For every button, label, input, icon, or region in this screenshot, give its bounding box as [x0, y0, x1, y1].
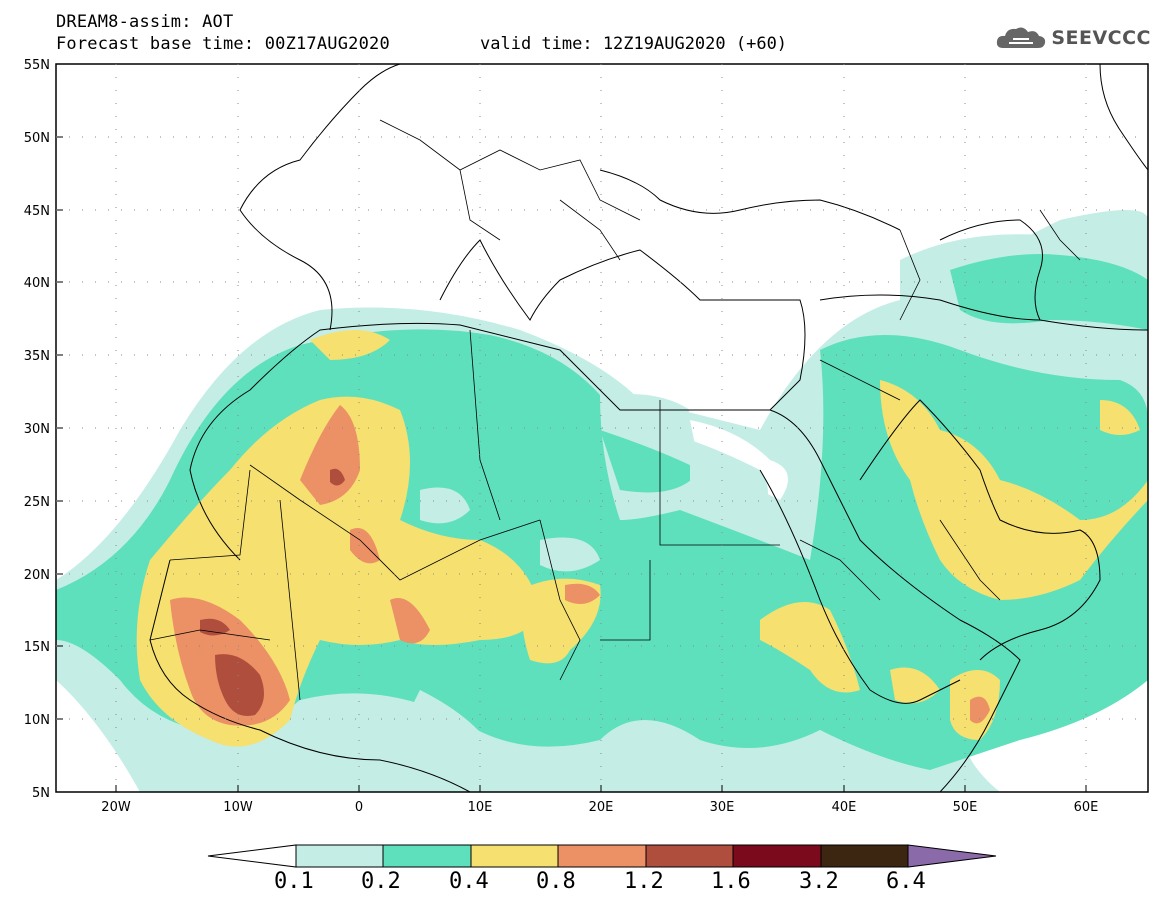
aot-layer-0-4 — [136, 330, 1148, 747]
logo-text: SEEVCCC — [1051, 27, 1151, 49]
lat-label: 30N — [24, 422, 50, 437]
lat-label: 40N — [24, 276, 50, 291]
lon-label: 30E — [710, 800, 735, 815]
map-panel — [56, 64, 1148, 792]
lat-label: 45N — [24, 204, 50, 219]
lat-label: 25N — [24, 495, 50, 510]
legend-swatch — [470, 844, 559, 868]
axis-ticks — [56, 63, 1087, 793]
aot-layer-0-8 — [170, 405, 990, 726]
legend-swatch — [645, 844, 734, 868]
lat-label: 5N — [32, 786, 50, 801]
latitude-labels: 55N 50N 45N 40N 35N 30N 25N 20N 15N 10N … — [24, 58, 50, 801]
lat-label: 55N — [24, 58, 50, 73]
aot-layer-0-2 — [56, 254, 1148, 770]
seevccc-logo: SEEVCCC — [995, 24, 1151, 52]
aot-layer-0-1 — [56, 210, 1148, 792]
color-bar — [207, 844, 997, 868]
legend-swatch — [295, 844, 384, 868]
lat-label: 15N — [24, 640, 50, 655]
valid-time: valid time: 12Z19AUG2020 (+60) — [480, 34, 788, 54]
lon-label: 0 — [355, 800, 363, 815]
aot-low-pockets — [400, 394, 768, 762]
map-frame — [55, 63, 1149, 793]
clean-air-areas — [56, 420, 1148, 792]
lon-label: 40E — [832, 800, 857, 815]
lat-label: 50N — [24, 131, 50, 146]
legend-label: 0.2 — [361, 869, 401, 894]
legend-swatch — [820, 844, 909, 868]
lon-label: 20W — [101, 800, 131, 815]
graticule — [56, 64, 1148, 792]
lat-label: 35N — [24, 349, 50, 364]
lat-label: 20N — [24, 568, 50, 583]
legend-swatch — [732, 844, 822, 868]
lon-label: 50E — [953, 800, 978, 815]
country-borders — [149, 119, 1081, 701]
legend-label: 0.4 — [449, 869, 489, 894]
lon-label: 10E — [468, 800, 493, 815]
longitude-labels: 20W 10W 0 10E 20E 30E 40E 50E 60E — [101, 800, 1098, 815]
map-title: DREAM8-assim: AOT — [56, 12, 234, 32]
legend-label: 0.1 — [274, 869, 314, 894]
coastlines — [149, 64, 1148, 792]
legend-label: 6.4 — [886, 869, 926, 894]
lon-label: 10W — [223, 800, 253, 815]
legend-swatch — [557, 844, 647, 868]
cloud-icon — [997, 27, 1046, 48]
legend-arrow-right — [907, 844, 997, 868]
legend-label: 3.2 — [799, 869, 839, 894]
legend-arrow-left — [207, 844, 297, 868]
lon-label: 60E — [1074, 800, 1099, 815]
legend-label: 1.2 — [624, 869, 664, 894]
legend-label: 1.6 — [711, 869, 751, 894]
lon-label: 20E — [589, 800, 614, 815]
aot-layer-1-2 — [200, 468, 345, 716]
legend-label: 0.8 — [536, 869, 576, 894]
forecast-base-time: Forecast base time: 00Z17AUG2020 — [56, 34, 390, 54]
lat-label: 10N — [24, 713, 50, 728]
legend-swatch — [382, 844, 472, 868]
